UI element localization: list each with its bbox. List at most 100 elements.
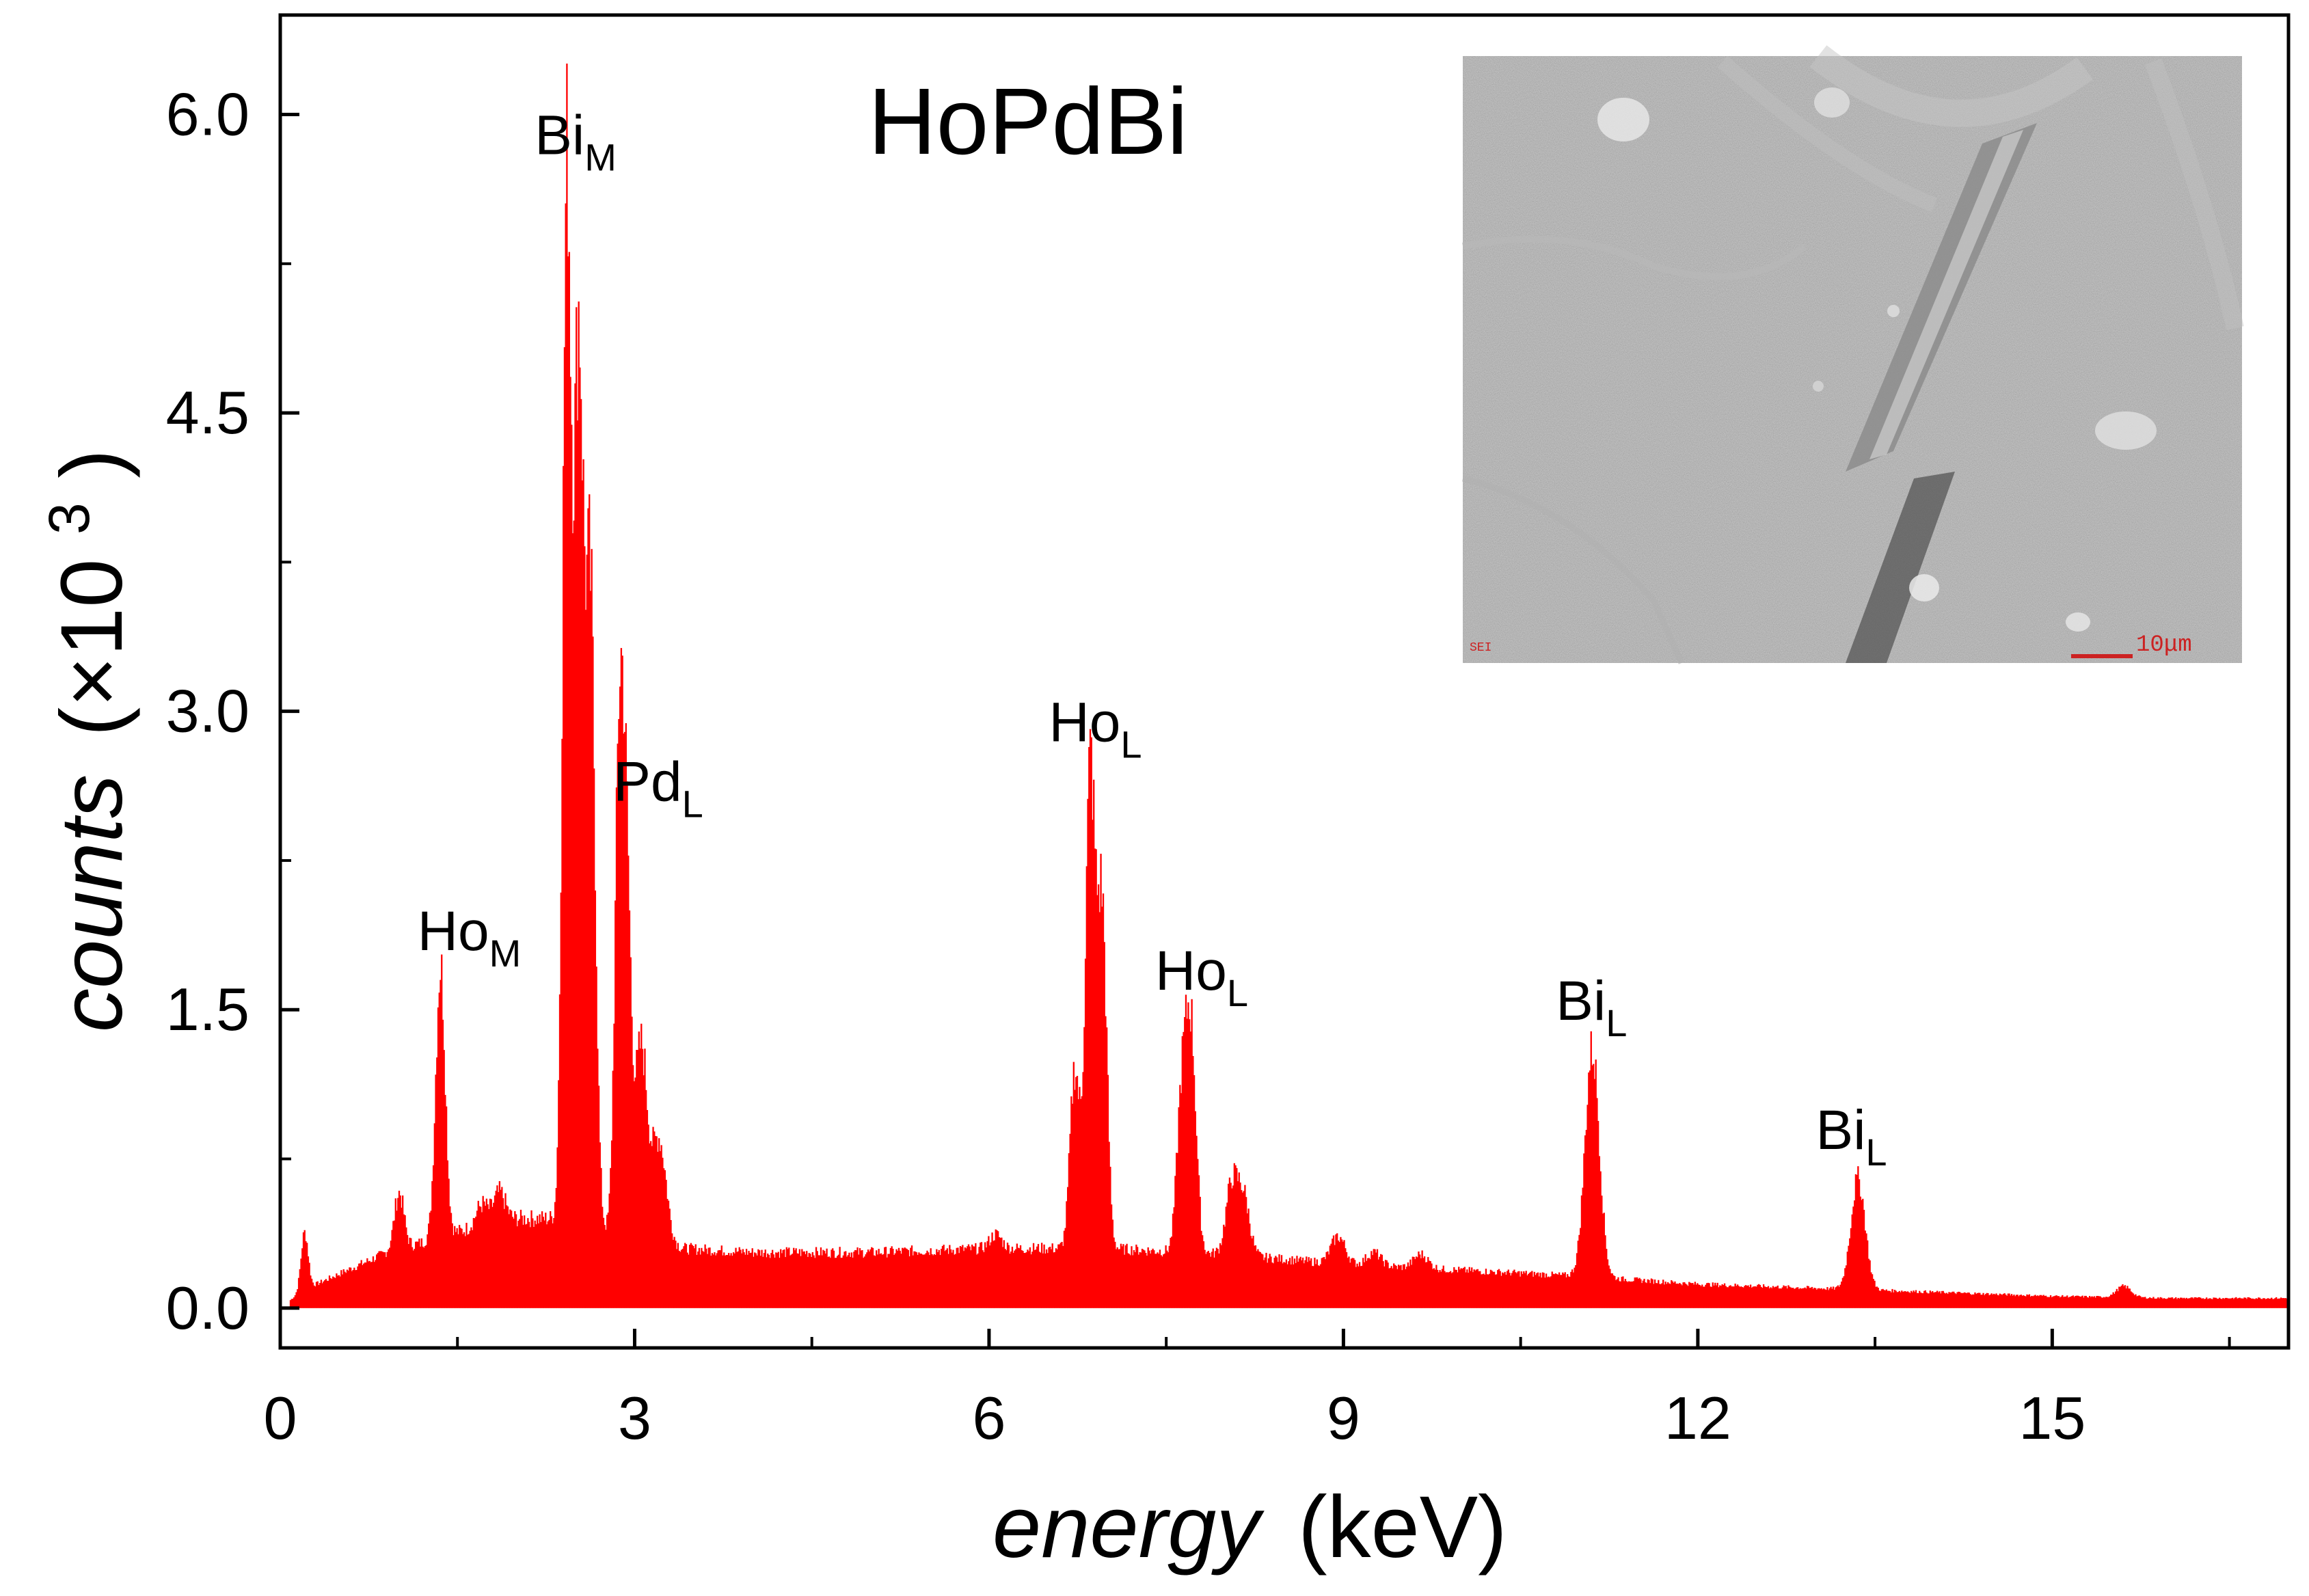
spectrum-bar	[2140, 1297, 2143, 1308]
spectrum-bar	[810, 1256, 813, 1308]
spectrum-bar	[1057, 1244, 1059, 1308]
spectrum-bar	[832, 1248, 834, 1308]
peak-label-element: Bi	[1556, 970, 1606, 1032]
spectrum-bar	[1733, 1286, 1736, 1308]
y-tick-label: 3.0	[166, 677, 249, 745]
spectrum-bar	[725, 1255, 727, 1308]
spectrum-bar	[999, 1237, 1001, 1308]
spectrum-bar	[790, 1254, 792, 1308]
spectrum-bar	[2145, 1298, 2148, 1308]
spectrum-bar	[1519, 1276, 1522, 1308]
spectrum-bar	[2234, 1297, 2236, 1308]
spectrum-bar	[1098, 912, 1101, 1308]
spectrum-bar	[1874, 1280, 1876, 1308]
spectrum-bar	[1615, 1280, 1617, 1308]
spectrum-bar	[665, 1180, 667, 1308]
spectrum-bar	[1852, 1206, 1854, 1308]
spectrum-bar	[384, 1252, 386, 1308]
spectrum-bar	[960, 1247, 962, 1308]
spectrum-bar	[1773, 1287, 1775, 1308]
spectrum-bar	[1426, 1262, 1428, 1308]
spectrum-bar	[910, 1247, 912, 1308]
spectrum-bar	[1241, 1192, 1244, 1308]
spectrum-bar	[723, 1252, 725, 1308]
spectrum-bar	[1340, 1239, 1343, 1308]
spectrum-bar	[451, 1223, 453, 1308]
spectrum-bar	[803, 1251, 805, 1308]
spectrum-bar	[748, 1251, 750, 1308]
spectrum-bar	[2003, 1293, 2006, 1308]
spectrum-bar	[1915, 1290, 1917, 1308]
spectrum-bar	[2021, 1295, 2023, 1308]
spectrum-bar	[727, 1255, 729, 1308]
spectrum-bar	[1643, 1278, 1645, 1308]
spectrum-bar	[819, 1255, 821, 1308]
spectrum-bar	[550, 1216, 553, 1308]
spectrum-bar	[403, 1214, 405, 1308]
inset-corner-label: SEI	[1470, 641, 1491, 655]
spectrum-bar	[1159, 1249, 1161, 1308]
spectrum-bar	[690, 1243, 692, 1308]
spectrum-bar	[2123, 1286, 2125, 1308]
spectrum-bar	[436, 1057, 438, 1308]
spectrum-bar	[711, 1253, 714, 1308]
spectrum-bar	[892, 1248, 894, 1308]
spectrum-bar	[555, 1188, 558, 1308]
spectrum-bar	[1158, 1254, 1160, 1308]
spectrum-bar	[2219, 1297, 2221, 1308]
spectrum-bar	[1301, 1257, 1304, 1308]
spectrum-bar	[897, 1251, 899, 1308]
y-axis-label-quantity: counts	[43, 774, 141, 1032]
spectrum-bar	[571, 533, 574, 1308]
spectrum-bar	[872, 1247, 874, 1308]
spectrum-bar	[2243, 1297, 2245, 1308]
spectrum-bar	[998, 1237, 1001, 1308]
spectrum-bar	[733, 1253, 735, 1308]
spectrum-bar	[1280, 1255, 1283, 1308]
spectrum-bar	[2162, 1299, 2164, 1308]
spectrum-bar	[1056, 1249, 1058, 1308]
spectrum-bar	[1990, 1293, 1993, 1308]
spectrum-bar	[1627, 1282, 1629, 1308]
spectrum-bar	[728, 1253, 730, 1308]
spectrum-bar	[1479, 1271, 1481, 1308]
spectrum-bar	[1572, 1272, 1575, 1308]
spectrum-bar	[1254, 1245, 1257, 1308]
peak-label: PdL	[613, 751, 703, 826]
spectrum-bar	[915, 1252, 917, 1308]
spectrum-bar	[2107, 1297, 2109, 1308]
spectrum-bar	[444, 1094, 446, 1308]
spectrum-bar	[651, 1146, 653, 1308]
spectrum-bar	[2256, 1299, 2258, 1308]
spectrum-bar	[1660, 1284, 1662, 1308]
spectrum-bar	[1053, 1252, 1055, 1308]
spectrum-bar	[1612, 1275, 1615, 1308]
spectrum-bar	[980, 1242, 983, 1308]
spectrum-bar	[1379, 1254, 1382, 1308]
spectrum-bar	[1185, 995, 1187, 1308]
spectrum-bar	[349, 1267, 351, 1308]
peak-label-element: Bi	[1816, 1099, 1866, 1161]
spectrum-bar	[487, 1204, 489, 1308]
spectrum-bar	[509, 1209, 511, 1308]
spectrum-bar	[1862, 1198, 1864, 1308]
spectrum-bar	[1582, 1187, 1584, 1308]
spectrum-bar	[1272, 1263, 1275, 1308]
spectrum-bar	[579, 367, 581, 1308]
spectrum-bar	[965, 1248, 967, 1308]
spectrum-bar	[412, 1250, 414, 1308]
spectrum-bar	[1257, 1249, 1259, 1308]
spectrum-bar	[1447, 1272, 1449, 1308]
spectrum-bar	[1833, 1289, 1835, 1308]
spectrum-bar	[1293, 1264, 1295, 1308]
spectrum-bar	[375, 1260, 377, 1308]
spectrum-bar	[1666, 1282, 1669, 1308]
spectrum-bar	[706, 1254, 709, 1308]
spectrum-bar	[1309, 1260, 1311, 1308]
spectrum-bar	[826, 1248, 828, 1308]
spectrum-bar	[375, 1254, 378, 1308]
spectrum-bar	[528, 1221, 530, 1308]
spectrum-bar	[424, 1246, 427, 1308]
spectrum-bar	[902, 1247, 904, 1308]
spectrum-bar	[1812, 1288, 1814, 1308]
